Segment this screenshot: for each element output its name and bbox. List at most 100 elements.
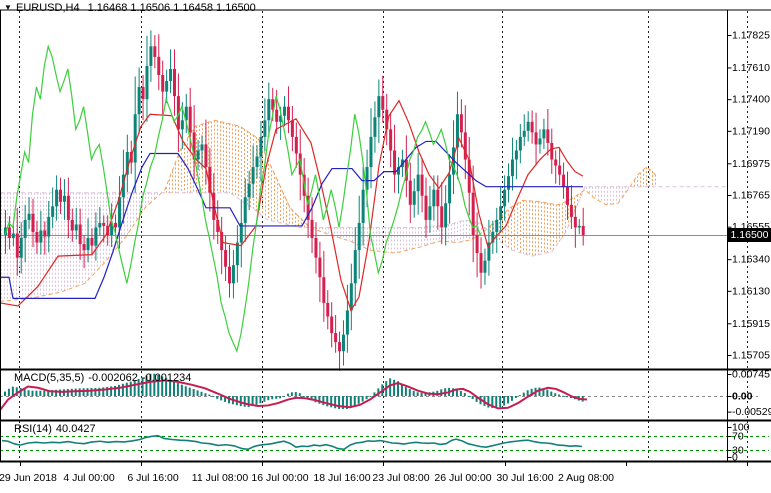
candle-bear [141, 87, 145, 100]
macd-name: MACD(5,35,5) [14, 372, 85, 384]
macd-histogram-bar [27, 390, 30, 396]
candle-bear [404, 159, 408, 181]
time-axis-label: 30 Jul 16:00 [496, 472, 553, 484]
candle-bear [459, 114, 463, 133]
candle-bull [518, 136, 522, 151]
macd-histogram-bar [31, 390, 34, 396]
macd-histogram-bar [263, 396, 266, 402]
candle-bear [436, 189, 440, 207]
macd-histogram-bar [322, 396, 325, 406]
macd-histogram-bar [129, 381, 132, 396]
candle-bull [452, 147, 456, 175]
macd-histogram-bar [357, 396, 360, 404]
macd-histogram-bar [165, 378, 168, 396]
macd-histogram-bar [365, 396, 368, 400]
candle-bear [565, 186, 569, 205]
candle-bull [487, 242, 491, 261]
macd-histogram-bar [90, 387, 93, 396]
macd-histogram-bar [43, 390, 46, 396]
candle-bull [507, 176, 511, 190]
macd-histogram-bar [15, 387, 18, 396]
candle-bear [290, 120, 294, 137]
macd-signal-line [0, 379, 588, 411]
candle-bull [133, 114, 137, 163]
macd-histogram-bar [393, 379, 396, 396]
price-axis-label: 1.16765 [732, 189, 770, 201]
macd-histogram-bar [530, 388, 533, 396]
macd-histogram-bar [503, 396, 506, 406]
candle-bear [228, 266, 232, 284]
candle-bear [114, 222, 118, 228]
macd-histogram-bar [404, 387, 407, 396]
candle-bull [455, 114, 459, 148]
candle-bull [235, 242, 239, 266]
candle-bear [467, 159, 471, 193]
candle-bear [15, 233, 19, 258]
candle-bull [491, 231, 495, 243]
macd-indicator-label: MACD(5,35,5) -0.002062 -0.001234 [14, 372, 195, 384]
candle-bull [117, 197, 121, 228]
candle-bull [345, 310, 349, 335]
panel-border [0, 368, 771, 371]
time-axis-label: 2 Aug 08:00 [558, 472, 614, 484]
candle-bull [432, 189, 436, 207]
panel-border [0, 9, 771, 11]
candle-bear [322, 277, 326, 303]
macd-value-signal: -0.001234 [141, 372, 192, 384]
macd-histogram-bar [550, 391, 553, 396]
candle-bear [90, 238, 94, 246]
candle-bear [381, 96, 385, 110]
candle-bull [538, 138, 542, 145]
candle-bear [393, 150, 397, 175]
candle-bear [35, 231, 39, 243]
time-axis-label: 23 Jul 08:00 [372, 472, 429, 484]
kijun-sen-line [0, 140, 583, 299]
macd-histogram-bar [491, 396, 494, 409]
candle-bull [542, 129, 546, 139]
macd-histogram-bar [212, 396, 215, 397]
candle-bear [78, 224, 82, 245]
macd-histogram-bar [522, 392, 525, 396]
macd-histogram-bar [106, 386, 109, 396]
candle-bear [463, 132, 467, 160]
macd-histogram-bar [514, 396, 517, 398]
candle-bear [550, 142, 554, 160]
macd-histogram-bar [114, 385, 117, 396]
macd-histogram-bar [224, 396, 227, 402]
candle-bull [255, 156, 259, 168]
time-axis-label: 6 Jul 16:00 [127, 472, 179, 484]
macd-histogram-bar [200, 391, 203, 396]
candle-bear [294, 136, 298, 154]
candle-bear [440, 206, 444, 228]
price-axis-label: 1.17825 [732, 30, 770, 42]
candle-bull [55, 189, 59, 207]
symbol-dropdown-arrow-icon[interactable]: ▼ [4, 3, 12, 12]
candle-bull [357, 222, 361, 251]
candle-bull [149, 46, 153, 66]
candle-bull [196, 150, 200, 160]
candle-bull [428, 206, 432, 220]
time-axis-label: 11 Jul 08:00 [192, 472, 249, 484]
macd-histogram-bar [86, 388, 89, 396]
macd-histogram-bar [141, 377, 144, 396]
macd-histogram-bar [239, 396, 242, 407]
rsi-line [1, 434, 583, 451]
macd-histogram-bar [542, 388, 545, 396]
macd-histogram-bar [467, 395, 470, 397]
candle-bear [554, 159, 558, 166]
candle-bear [479, 253, 483, 273]
macd-histogram-bar [98, 387, 101, 396]
candle-bull [62, 195, 66, 202]
macd-histogram-bar [471, 396, 474, 400]
candle-bull [200, 144, 204, 151]
macd-histogram-bar [78, 388, 81, 396]
macd-histogram-bar [228, 396, 231, 404]
macd-axis-label: 0.00 [732, 391, 753, 403]
candle-bear [558, 165, 562, 175]
macd-histogram-bar [349, 396, 352, 408]
candle-bear [172, 68, 176, 97]
price-axis-label: 1.17190 [732, 125, 770, 137]
candle-bull [251, 167, 255, 184]
macd-histogram-bar [208, 394, 211, 396]
